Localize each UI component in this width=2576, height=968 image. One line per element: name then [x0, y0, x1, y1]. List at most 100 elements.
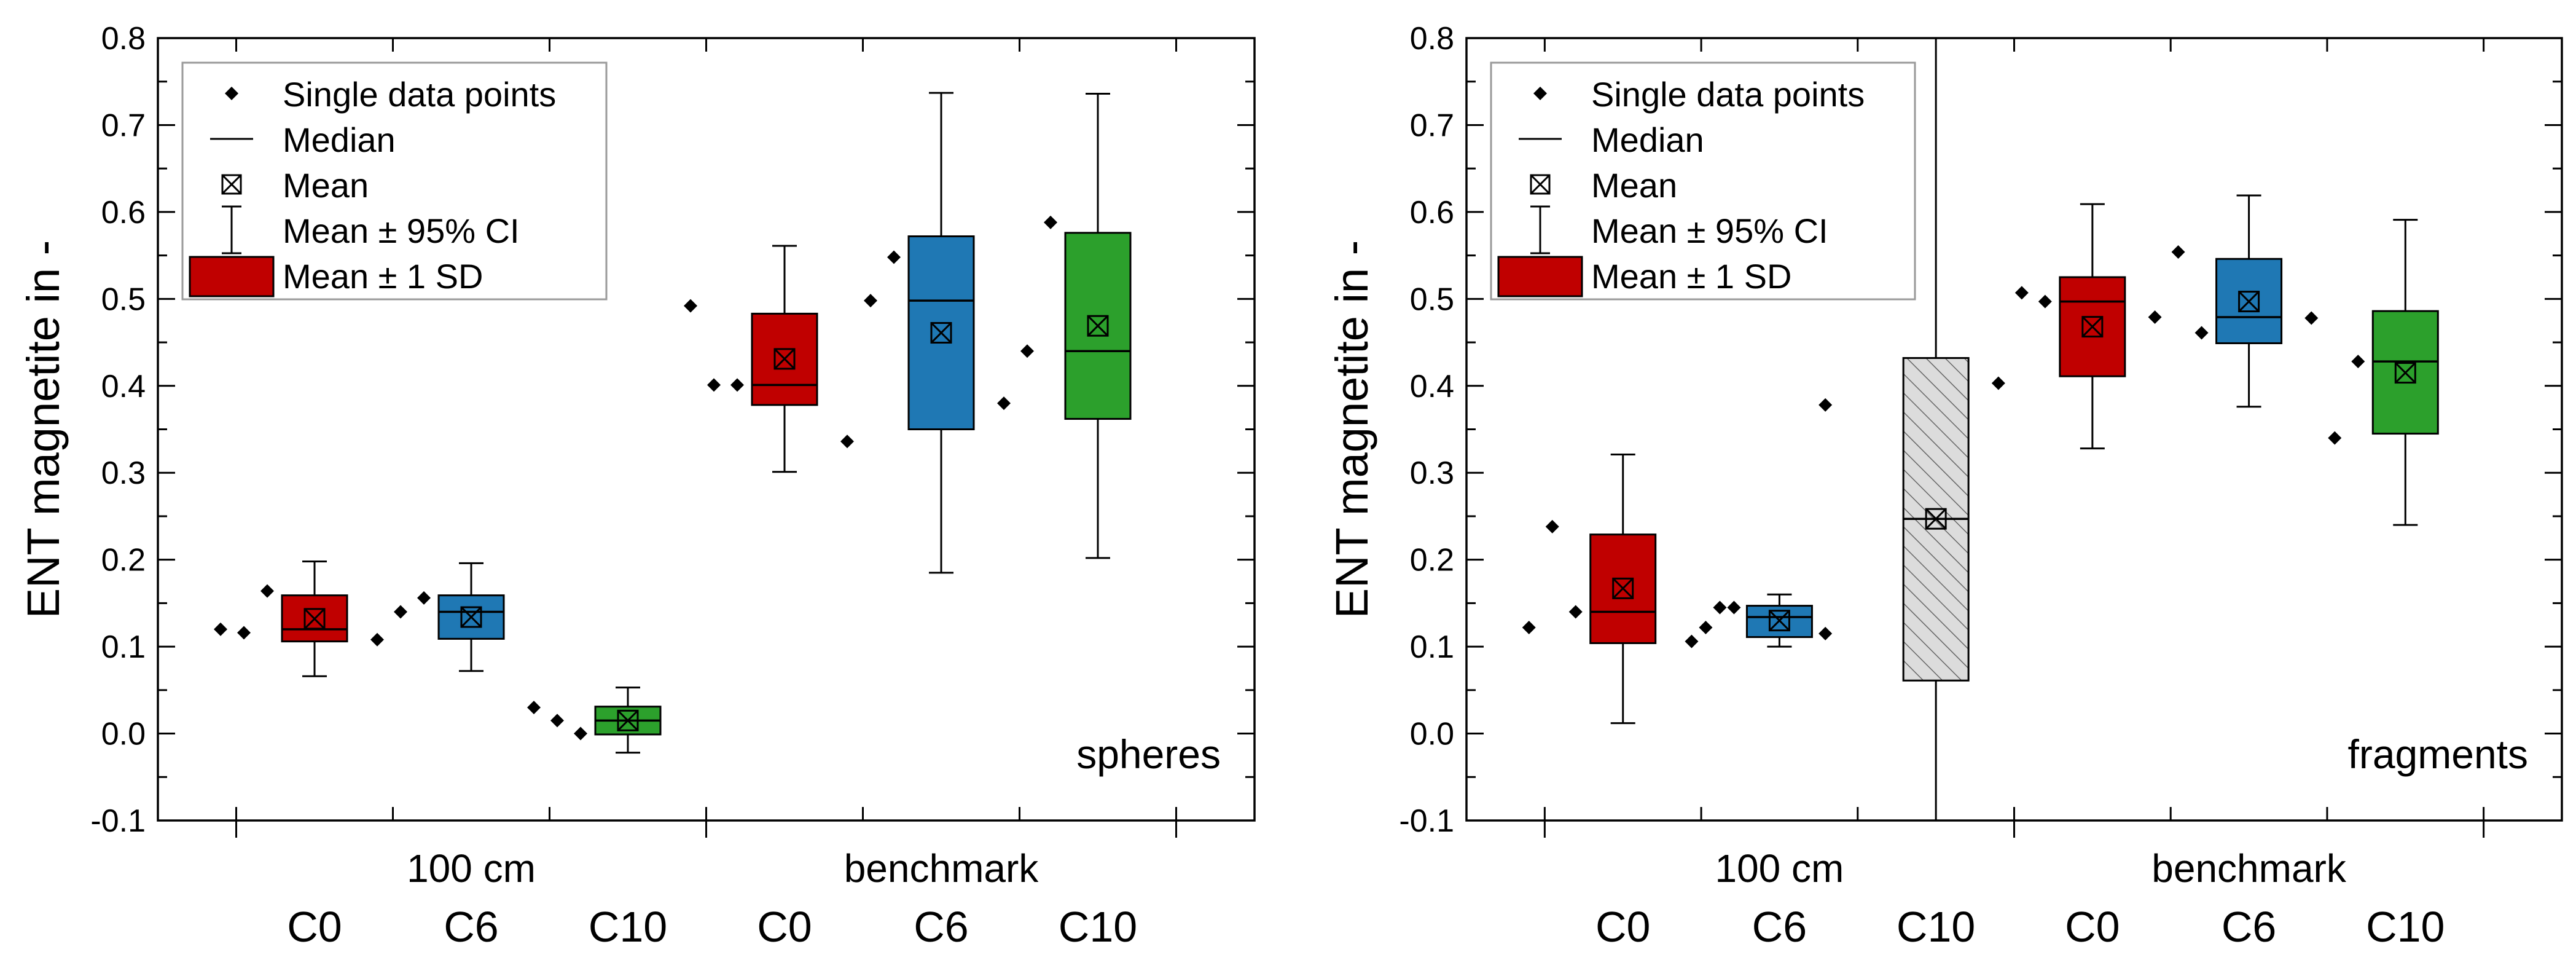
single-data-point [1568, 605, 1583, 619]
x-category-label: C6 [914, 903, 968, 951]
y-tick-label: 0.4 [1410, 369, 1454, 404]
sd-box [751, 312, 818, 406]
box-plot-benchmark-C6 [840, 92, 975, 574]
single-data-point [1044, 215, 1057, 229]
x-category-label: C10 [1059, 903, 1137, 951]
box-plot-benchmark-C0 [1991, 203, 2126, 450]
mean-marker-box [460, 606, 482, 628]
single-data-point [1685, 634, 1699, 648]
single-data-point [2304, 311, 2319, 325]
box-plot-100-cm-C10 [1818, 38, 1970, 820]
x-category-label: C0 [1595, 903, 1650, 951]
single-data-point [1991, 376, 2005, 390]
box-plot-100-cm-C6 [1685, 593, 1813, 648]
mean-marker-cross-b [617, 710, 639, 731]
single-data-point [887, 250, 901, 264]
y-axis-label: ENT magnetite in - [18, 240, 69, 619]
legend: Single data points Median Mean Mean ± 95% C… [181, 61, 608, 301]
y-tick-label: 0.0 [101, 717, 146, 752]
legend-point-symbol [1533, 87, 1547, 100]
legend: Single data points Median Mean Mean ± 95% C… [1490, 61, 1916, 301]
single-data-point [2014, 286, 2029, 300]
y-tick-label: 0.1 [101, 629, 146, 665]
box-plot-100-cm-C0 [1522, 454, 1657, 725]
y-tick-label: 0.5 [1410, 281, 1454, 317]
y-tick-label: 0.2 [101, 543, 146, 578]
single-data-point [1699, 620, 1713, 634]
single-data-point [997, 396, 1011, 411]
panel-label: spheres [1076, 731, 1221, 777]
y-tick-label: 0.1 [1410, 629, 1454, 665]
legend-entry-label: Mean [283, 166, 369, 205]
box-plot-benchmark-C10 [997, 93, 1132, 559]
single-data-point [417, 591, 431, 605]
mean-marker [2394, 362, 2416, 384]
y-tick-label: 0.8 [101, 21, 146, 57]
y-tick-label: -0.1 [1399, 803, 1454, 839]
mean-marker-cross-b [773, 348, 796, 369]
mean-marker-cross-b [930, 322, 952, 344]
mean-marker [1925, 508, 1947, 530]
mean-marker [617, 709, 639, 731]
x-category-label: C10 [589, 903, 667, 951]
x-category-label: C0 [2065, 903, 2120, 951]
legend-sd-symbol [189, 256, 275, 297]
mean-marker-box [1925, 508, 1947, 530]
mean-marker-box [617, 709, 639, 731]
single-data-point [2148, 310, 2162, 325]
single-data-point [1545, 519, 1559, 533]
mean-marker-box [773, 348, 796, 370]
mean-marker-cross-b [2238, 291, 2260, 312]
single-data-point [2194, 326, 2209, 340]
single-data-point [550, 714, 564, 728]
chart-panel-spheres: -0.1 0.0 0.1 0.2 0.3 0.4 0.5 0.6 0.7 0.8 ENT magne… [18, 21, 1256, 951]
mean-marker-box [1768, 610, 1790, 632]
mean-marker [303, 608, 326, 630]
y-tick-label: -0.1 [90, 803, 146, 839]
single-data-point [730, 378, 744, 392]
panel-label: fragments [2348, 731, 2528, 777]
mean-marker-box [2238, 291, 2260, 313]
box-plot-benchmark-C10 [2304, 219, 2439, 526]
single-data-point [1727, 600, 1741, 615]
sd-box [2371, 310, 2439, 435]
x-group-label: benchmark [844, 846, 1039, 891]
legend-entry-label: Median [1591, 120, 1704, 159]
legend-entry-label: Mean ± 1 SD [283, 257, 483, 296]
mean-marker [1612, 577, 1634, 599]
legend-point-symbol [225, 87, 238, 100]
mean-marker [2081, 316, 2104, 338]
mean-marker-cross-b [1087, 315, 1109, 337]
single-data-point [2038, 294, 2052, 309]
y-tick-label: 0.6 [101, 195, 146, 230]
single-data-point [2351, 355, 2365, 369]
y-tick-label: 0.8 [1410, 21, 1454, 57]
legend-entry-label: Single data points [1591, 75, 1865, 114]
x-category-label: C6 [1752, 903, 1807, 951]
mean-marker [2238, 291, 2260, 313]
legend-entry-label: Mean [1591, 166, 1677, 205]
y-axis-label: ENT magnetite in - [1326, 240, 1377, 619]
single-data-point [684, 299, 697, 313]
y-tick-label: 0.4 [101, 369, 146, 404]
mean-marker-cross-b [1612, 578, 1634, 599]
legend-entry-label: Mean ± 1 SD [1591, 257, 1791, 296]
x-category-label: C10 [2366, 903, 2445, 951]
box-plot-100-cm-C0 [214, 560, 348, 677]
legend-mean-symbol [221, 174, 242, 195]
legend-entry-label: Mean ± 95% CI [1591, 211, 1828, 250]
single-data-point [1713, 600, 1727, 615]
y-tick-label: 0.2 [1410, 543, 1454, 578]
single-data-point [1818, 398, 1833, 412]
single-data-point [370, 632, 384, 647]
legend-mean-symbol-cross-b [221, 174, 242, 195]
mean-marker-box [2394, 362, 2416, 384]
box-plot-100-cm-C6 [370, 562, 505, 672]
single-data-point [1818, 626, 1833, 640]
y-tick-label: 0.7 [1410, 108, 1454, 143]
single-data-point [2171, 245, 2185, 259]
y-tick-label: 0.3 [1410, 455, 1454, 491]
single-data-point [394, 605, 407, 619]
box-plot-benchmark-C6 [2148, 194, 2283, 408]
single-data-point [237, 626, 251, 640]
